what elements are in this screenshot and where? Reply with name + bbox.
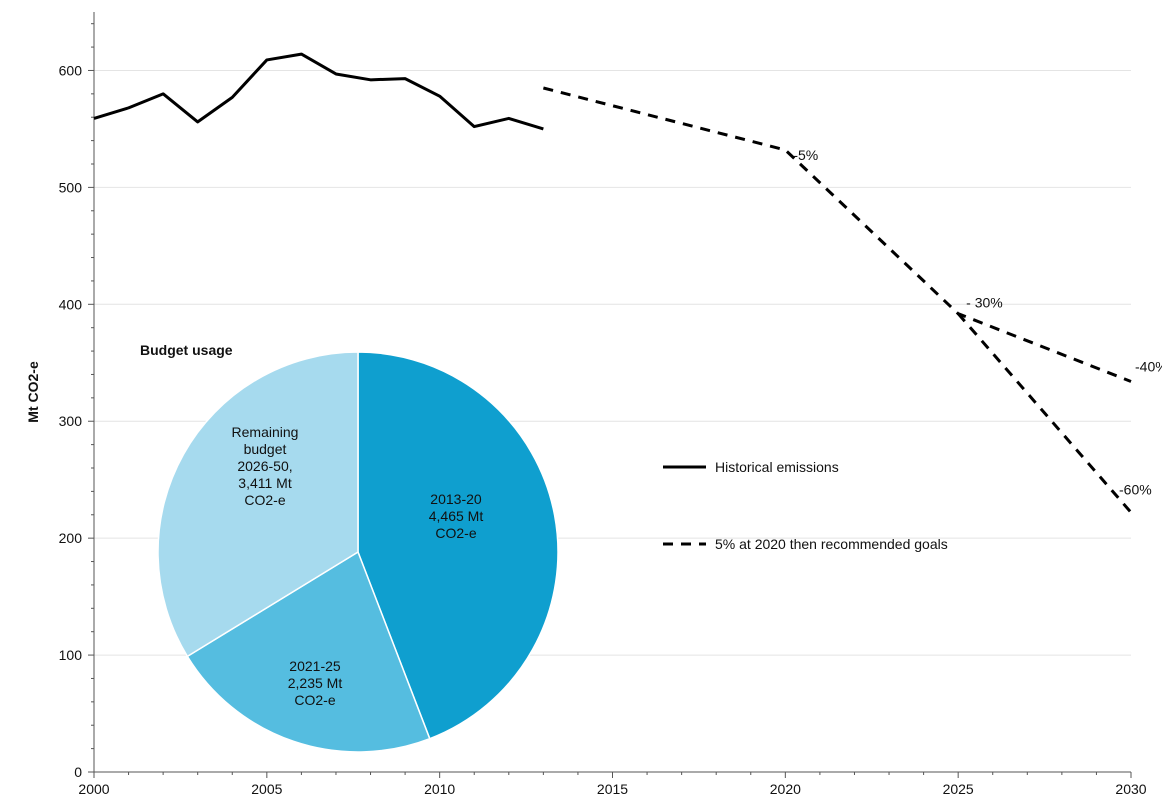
y-axis-label: Mt CO2-e: [25, 361, 41, 423]
x-tick-label: 2010: [424, 781, 455, 797]
y-tick-label: 100: [59, 647, 83, 663]
annotation-label: -60%: [1119, 481, 1152, 497]
annotation-label: -5%: [793, 147, 818, 163]
x-tick-label: 2030: [1115, 781, 1146, 797]
pie-slice-label: CO2-e: [435, 525, 476, 541]
legend-historical-label: Historical emissions: [715, 459, 839, 475]
pie-slice-label: CO2-e: [244, 492, 285, 508]
pie-slice-label: 3,411 Mt: [238, 475, 292, 491]
pie-slice-2: [157, 351, 359, 658]
pie-slice-label: Remaining: [232, 424, 299, 440]
pie-slice-label: 2013-20: [430, 491, 482, 507]
y-tick-label: 600: [59, 62, 83, 78]
x-tick-label: 2020: [770, 781, 801, 797]
x-tick-label: 2015: [597, 781, 628, 797]
y-tick-label: 200: [59, 530, 83, 546]
pie-slice-label: budget: [244, 441, 287, 457]
pie-slice-0: [357, 351, 559, 740]
y-tick-label: 500: [59, 179, 83, 195]
pie-slice-1: [186, 550, 431, 753]
x-tick-label: 2000: [78, 781, 109, 797]
x-tick-label: 2005: [251, 781, 282, 797]
pie-slice-label: 4,465 Mt: [429, 508, 484, 524]
inset-pie-title: Budget usage: [140, 342, 233, 358]
x-tick-label: 2025: [943, 781, 974, 797]
pie-slice-label: 2,235 Mt: [288, 675, 343, 691]
pie-slice-label: CO2-e: [294, 692, 335, 708]
pie-slice-label: 2021-25: [289, 658, 341, 674]
pie-slice-label: 2026-50,: [237, 458, 292, 474]
annotation-label: - 30%: [966, 295, 1003, 311]
series-projection-line-segment-0: [542, 86, 1132, 383]
series-historical-emissions-line: [93, 52, 544, 131]
y-tick-label: 0: [74, 764, 82, 780]
y-tick-label: 400: [59, 296, 83, 312]
annotation-label: -40%: [1135, 358, 1162, 374]
y-tick-label: 300: [59, 413, 83, 429]
legend-projection-label: 5% at 2020 then recommended goals: [715, 536, 948, 552]
series-projection-line-segment-1: [957, 312, 1133, 514]
